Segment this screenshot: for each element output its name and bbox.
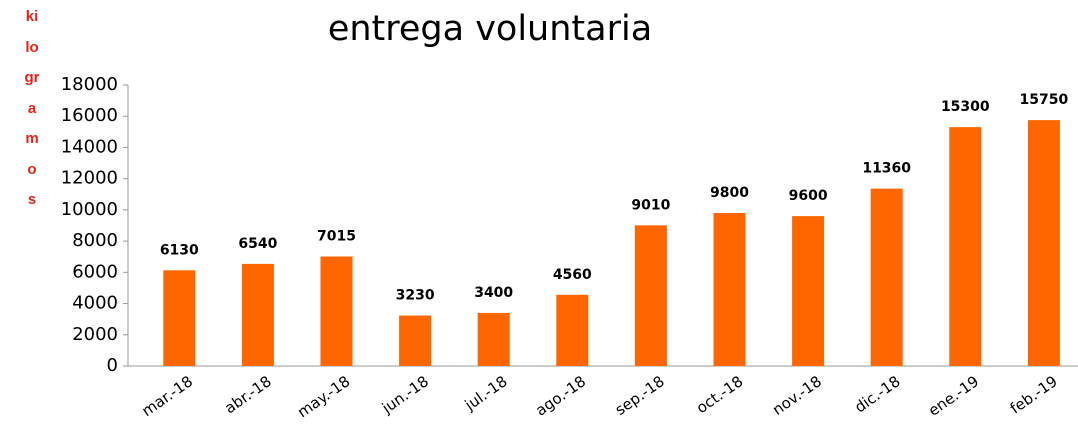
bar <box>477 312 510 366</box>
y-tick-label: 0 <box>107 355 118 376</box>
x-tick-label: sep.-18 <box>612 372 668 419</box>
value-label: 3400 <box>474 285 513 301</box>
bar <box>1027 120 1060 366</box>
bar <box>949 127 982 367</box>
bar <box>634 225 667 366</box>
value-label: 9600 <box>789 188 828 204</box>
y-tick-label: 8000 <box>72 230 118 251</box>
value-label: 9010 <box>631 197 670 213</box>
y-tick-label: 10000 <box>61 199 118 220</box>
x-tick-label: oct.-18 <box>693 372 746 417</box>
value-label: 15750 <box>1020 92 1069 108</box>
value-label: 6130 <box>160 242 199 258</box>
y-tick-label: 18000 <box>61 74 118 95</box>
chart-title: entrega voluntaria <box>328 9 652 49</box>
x-tick-label: mar.-18 <box>138 372 196 420</box>
x-tick-label: feb.-19 <box>1007 372 1061 417</box>
x-tick-label: may.-18 <box>294 372 353 421</box>
bar <box>792 216 825 366</box>
x-tick-label: abr.-18 <box>221 372 275 417</box>
x-tick-label: dic.-18 <box>851 372 903 416</box>
y-tick-label: 12000 <box>61 168 118 189</box>
y-tick-label: 6000 <box>72 261 118 282</box>
x-tick-label: jul.-18 <box>461 372 511 414</box>
value-label: 15300 <box>941 99 990 115</box>
y-tick-label: 4000 <box>72 293 118 314</box>
x-tick-label: jun.-18 <box>378 372 432 417</box>
y-tick-label: 16000 <box>61 105 118 126</box>
bar <box>241 263 274 366</box>
bar <box>163 270 196 366</box>
bar <box>713 213 746 366</box>
value-label: 4560 <box>553 267 592 283</box>
bar <box>556 294 589 366</box>
bar <box>870 188 903 366</box>
bar <box>399 315 432 366</box>
y-axis-label: kilogramos <box>24 8 40 208</box>
value-label: 3230 <box>396 288 435 304</box>
x-tick-label: ago.-18 <box>532 372 589 419</box>
x-tick-label: nov.-18 <box>769 372 825 419</box>
y-tick-label: 2000 <box>72 324 118 345</box>
value-label: 11360 <box>862 161 911 177</box>
value-label: 6540 <box>238 236 277 252</box>
y-tick-label: 14000 <box>61 136 118 157</box>
x-tick-label: ene.-19 <box>925 372 982 420</box>
value-label: 7015 <box>317 228 356 244</box>
value-label: 9800 <box>710 185 749 201</box>
bar <box>320 256 353 366</box>
